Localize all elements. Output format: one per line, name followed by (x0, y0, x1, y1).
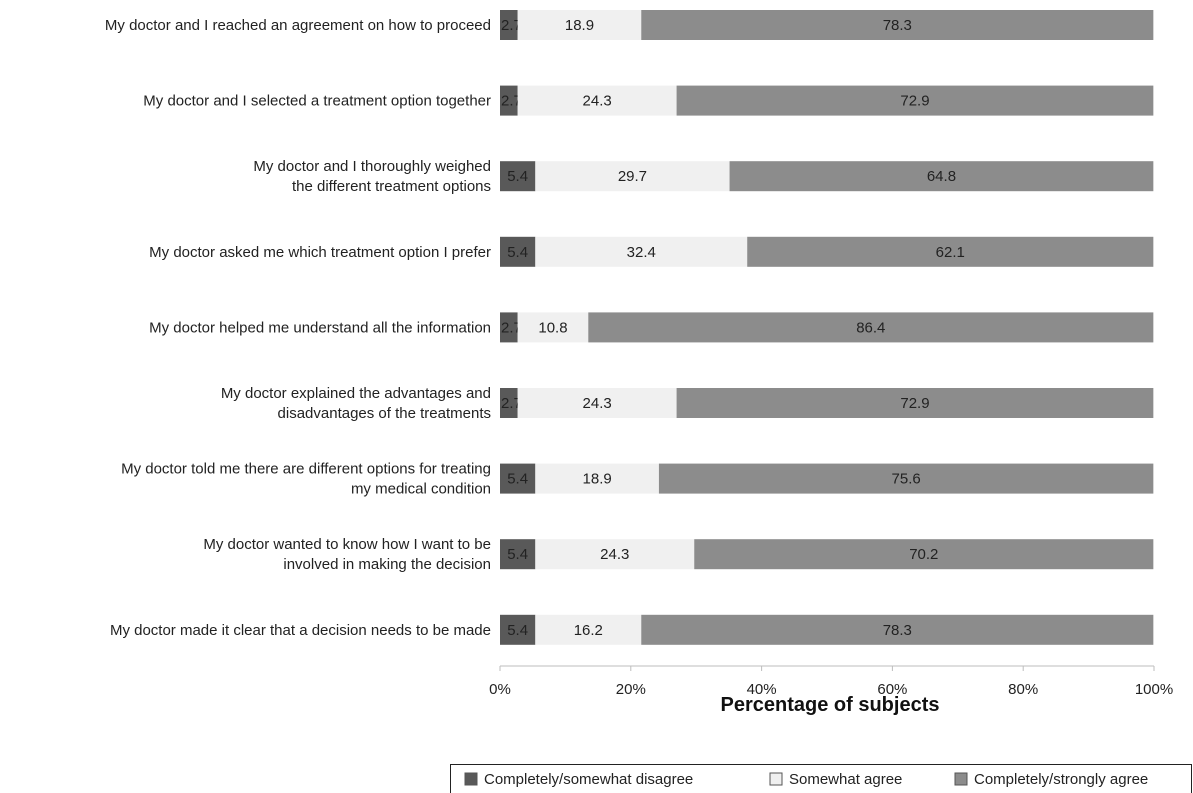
x-axis-title: Percentage of subjects (721, 694, 940, 716)
bar-segment (535, 614, 642, 645)
bar-segment (729, 161, 1154, 192)
data-label: 78.3 (883, 622, 912, 639)
bar-segment (676, 388, 1154, 418)
data-label: 5.4 (507, 244, 528, 261)
data-label: 18.9 (583, 471, 612, 488)
category-label: My doctor explained the advantages and (221, 385, 491, 402)
category-label: My doctor asked me which treatment optio… (149, 244, 491, 261)
bar-segment (517, 312, 589, 343)
data-label: 78.3 (883, 17, 912, 34)
data-label: 86.4 (856, 319, 885, 336)
category-label: disadvantages of the treatments (278, 405, 491, 422)
data-label: 2.7 (501, 319, 522, 336)
legend: Completely/somewhat disagree Somewhat agr… (450, 764, 1192, 793)
data-label: 32.4 (627, 244, 656, 261)
bar-segment (500, 463, 536, 494)
x-axis: 0% 20% 40% 60% 80% 100% (489, 665, 1173, 698)
data-label: 2.7 (501, 93, 522, 110)
data-label: 10.8 (538, 319, 567, 336)
bar-segment (500, 312, 518, 343)
x-tick-label: 100% (1135, 681, 1173, 698)
bar-segment (658, 463, 1154, 494)
bar-segment (588, 312, 1154, 343)
bar-segment (500, 539, 536, 570)
data-label: 72.9 (900, 395, 929, 412)
bar-segment (694, 539, 1154, 570)
bar-segment (517, 388, 677, 418)
bar-segment (641, 10, 1154, 40)
data-label: 2.7 (501, 17, 522, 34)
data-label: 18.9 (565, 17, 594, 34)
legend-swatch (954, 772, 968, 786)
legend-entry: Completely/somewhat disagree (484, 771, 693, 788)
bar-segment (517, 85, 677, 116)
legend-box (450, 764, 1192, 793)
data-label: 64.8 (927, 168, 956, 185)
bar-segment (535, 539, 695, 570)
data-label: 16.2 (574, 622, 603, 639)
bar-segment (500, 388, 518, 418)
x-tick-label: 60% (877, 681, 907, 698)
bar-segment (535, 236, 748, 267)
legend-swatch (769, 772, 783, 786)
bar-segment (500, 85, 518, 116)
x-tick-label: 80% (1008, 681, 1038, 698)
legend-entry: Somewhat agree (789, 771, 902, 788)
data-label: 24.3 (583, 93, 612, 110)
bar-segment (500, 10, 518, 40)
data-label: 72.9 (900, 93, 929, 110)
category-label: My doctor made it clear that a decision … (110, 622, 491, 639)
data-label: 29.7 (618, 168, 647, 185)
data-label: 24.3 (583, 395, 612, 412)
bar-segment (676, 85, 1154, 116)
category-labels: My doctor and I reached an agreement on … (105, 17, 491, 639)
data-label: 62.1 (936, 244, 965, 261)
category-label: my medical condition (351, 481, 491, 498)
category-label: My doctor and I selected a treatment opt… (143, 93, 491, 110)
bar-segment (535, 463, 659, 494)
x-tick-label: 20% (616, 681, 646, 698)
data-label: 5.4 (507, 546, 528, 563)
bar-segment (535, 161, 730, 192)
category-label: My doctor helped me understand all the i… (149, 319, 491, 336)
category-label: My doctor and I thoroughly weighed (253, 158, 491, 175)
bar-segment (500, 614, 536, 645)
data-label: 75.6 (892, 471, 921, 488)
bar-segment (517, 10, 642, 40)
x-tick-label: 0% (489, 681, 511, 698)
bar-segment (747, 236, 1154, 267)
category-label: My doctor wanted to know how I want to b… (203, 536, 491, 553)
data-label: 5.4 (507, 168, 528, 185)
data-label: 2.7 (501, 395, 522, 412)
bar-segment (500, 161, 536, 192)
category-label: My doctor and I reached an agreement on … (105, 17, 491, 34)
category-label: My doctor told me there are different op… (121, 461, 491, 478)
data-label: 5.4 (507, 471, 528, 488)
legend-entry: Completely/strongly agree (974, 771, 1148, 788)
bar-segment (641, 614, 1154, 645)
category-label: the different treatment options (292, 178, 491, 195)
category-label: involved in making the decision (283, 556, 491, 573)
data-label: 70.2 (909, 546, 938, 563)
legend-swatch (464, 772, 478, 786)
bars-group: 2.7 18.9 78.3 2.7 24.3 72.9 5.4 29.7 64.8 5.4 32.4… (500, 10, 1154, 645)
data-label: 24.3 (600, 546, 629, 563)
x-tick-label: 40% (747, 681, 777, 698)
bar-segment (500, 236, 536, 267)
data-label: 5.4 (507, 622, 528, 639)
